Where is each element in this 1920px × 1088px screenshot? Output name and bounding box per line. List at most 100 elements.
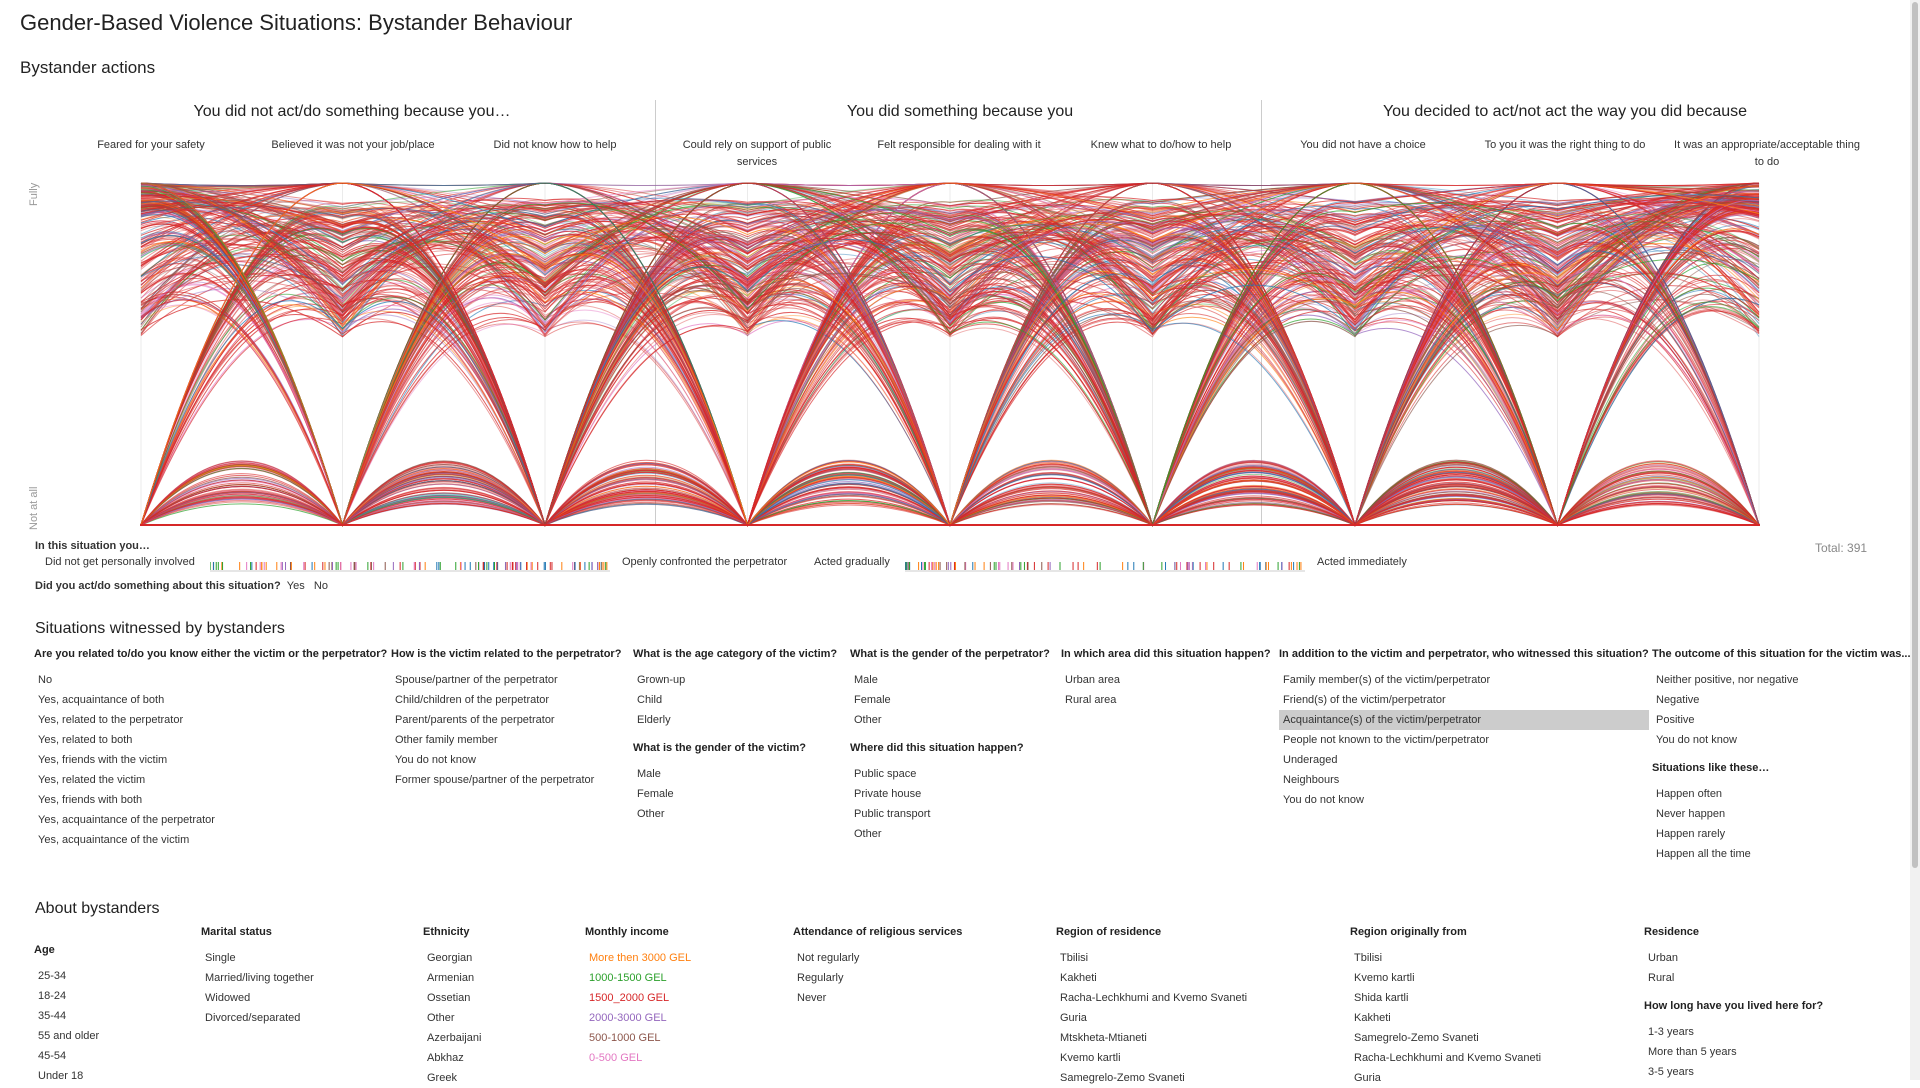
- record-line[interactable]: [140, 182, 1760, 527]
- bystander-filter-option[interactable]: Kvemo kartli: [1060, 1052, 1121, 1064]
- situation-filter-option[interactable]: Male: [637, 768, 661, 780]
- situation-filter-option[interactable]: Yes, related the victim: [38, 774, 146, 786]
- bystander-filter-option[interactable]: Guria: [1354, 1072, 1381, 1084]
- bystander-filter-option[interactable]: 55 and older: [38, 1030, 100, 1042]
- situation-filter-option[interactable]: Friend(s) of the victim/perpetrator: [1283, 694, 1446, 706]
- record-line[interactable]: [140, 213, 1760, 527]
- situation-filter-option[interactable]: Former spouse/partner of the perpetrator: [395, 774, 595, 786]
- bystander-filter-option[interactable]: Married/living together: [205, 972, 314, 984]
- record-line[interactable]: [140, 182, 1760, 527]
- record-line[interactable]: [140, 217, 1760, 526]
- record-line[interactable]: [140, 209, 1760, 308]
- bystander-filter-option[interactable]: Mtskheta-Mtianeti: [1060, 1032, 1147, 1044]
- situation-filter-option[interactable]: Family member(s) of the victim/perpetrat…: [1283, 674, 1491, 686]
- record-line[interactable]: [140, 205, 1760, 526]
- bystander-filter-option[interactable]: More than 5 years: [1648, 1046, 1737, 1058]
- situation-filter-option[interactable]: Child: [637, 694, 663, 706]
- timing-strip[interactable]: [905, 560, 1305, 572]
- record-line[interactable]: [140, 182, 1760, 527]
- situation-filter-option[interactable]: Neighbours: [1283, 774, 1340, 786]
- situation-filter-option[interactable]: People not known to the victim/perpetrat…: [1283, 734, 1490, 746]
- did-act-no[interactable]: No: [313, 580, 328, 592]
- bystander-filter-option[interactable]: Divorced/separated: [205, 1012, 301, 1024]
- record-line[interactable]: [140, 230, 1760, 526]
- situation-filter-option[interactable]: You do not know: [1656, 734, 1737, 746]
- record-line[interactable]: [140, 182, 1760, 526]
- parallel-coordinates-chart[interactable]: [140, 175, 1760, 530]
- situation-filter-option[interactable]: Yes, related to both: [38, 734, 133, 746]
- bystander-filter-option[interactable]: Racha-Lechkhumi and Kvemo Svaneti: [1060, 992, 1248, 1004]
- situation-filter-option[interactable]: Yes, friends with the victim: [38, 754, 168, 766]
- record-line[interactable]: [140, 203, 1760, 527]
- bystander-filter-option[interactable]: 1-3 years: [1648, 1026, 1694, 1038]
- record-line[interactable]: [140, 182, 1760, 527]
- bystander-filter-option[interactable]: Under 18: [38, 1070, 84, 1082]
- bystander-filter-option[interactable]: 3-5 years: [1648, 1066, 1694, 1078]
- bystander-filter-option[interactable]: Kakheti: [1354, 1012, 1391, 1024]
- bystander-filter-option[interactable]: Tbilisi: [1060, 952, 1089, 964]
- record-line[interactable]: [140, 197, 1760, 527]
- situation-filter-option[interactable]: Private house: [854, 788, 922, 800]
- record-line[interactable]: [140, 197, 1760, 527]
- situation-filter-option[interactable]: Rural area: [1065, 694, 1117, 706]
- situation-filter-option[interactable]: Female: [854, 694, 891, 706]
- record-line[interactable]: [140, 182, 1760, 526]
- bystander-filter-option[interactable]: Kakheti: [1060, 972, 1097, 984]
- situation-filter-option[interactable]: Never happen: [1656, 808, 1726, 820]
- record-line[interactable]: [140, 215, 1760, 527]
- situation-filter-option[interactable]: Underaged: [1283, 754, 1338, 766]
- record-line[interactable]: [140, 183, 1760, 527]
- involvement-strip[interactable]: [210, 560, 610, 572]
- bystander-filter-option[interactable]: 0-500 GEL: [589, 1052, 643, 1064]
- bystander-filter-option[interactable]: 25-34: [38, 970, 67, 982]
- record-line[interactable]: [140, 182, 1760, 527]
- bystander-filter-option[interactable]: Greek: [427, 1072, 457, 1084]
- did-act-yes[interactable]: Yes: [286, 580, 305, 592]
- record-line[interactable]: [140, 182, 1760, 527]
- bystander-filter-option[interactable]: Armenian: [427, 972, 475, 984]
- bystander-filter-option[interactable]: Azerbaijani: [427, 1032, 482, 1044]
- bystander-filter-option[interactable]: Not regularly: [797, 952, 860, 964]
- situation-filter-option[interactable]: Child/children of the perpetrator: [395, 694, 550, 706]
- record-line[interactable]: [140, 182, 1760, 527]
- record-line[interactable]: [140, 182, 1760, 527]
- situation-filter-option[interactable]: Other: [854, 714, 882, 726]
- record-line[interactable]: [140, 225, 1760, 526]
- bystander-filter-option[interactable]: 35-44: [38, 1010, 67, 1022]
- situation-filter-option[interactable]: Other family member: [395, 734, 498, 746]
- record-line[interactable]: [140, 200, 1760, 527]
- bystander-filter-option[interactable]: Rural: [1648, 972, 1675, 984]
- situation-filter-option[interactable]: No: [38, 674, 53, 686]
- record-line[interactable]: [140, 182, 1760, 527]
- bystander-filter-option[interactable]: 1500_2000 GEL: [589, 992, 670, 1004]
- situation-filter-option[interactable]: Yes, acquaintance of the victim: [38, 834, 190, 846]
- bystander-filter-option[interactable]: Widowed: [205, 992, 251, 1004]
- situation-filter-option[interactable]: Female: [637, 788, 674, 800]
- record-line[interactable]: [140, 203, 1760, 527]
- situation-filter-option[interactable]: Public transport: [854, 808, 931, 820]
- record-line[interactable]: [140, 197, 1760, 527]
- situation-filter-option[interactable]: Acquaintance(s) of the victim/perpetrato…: [1279, 710, 1649, 730]
- record-line[interactable]: [140, 182, 1760, 527]
- situation-filter-option[interactable]: Happen all the time: [1656, 848, 1751, 860]
- situation-filter-option[interactable]: Yes, related to the perpetrator: [38, 714, 184, 726]
- situation-filter-option[interactable]: Male: [854, 674, 878, 686]
- bystander-filter-option[interactable]: Never: [797, 992, 827, 1004]
- record-line[interactable]: [140, 182, 1760, 527]
- record-line[interactable]: [140, 182, 1760, 527]
- page-scrollbar[interactable]: [1910, 0, 1920, 1080]
- record-line[interactable]: [140, 205, 1760, 527]
- record-line[interactable]: [140, 205, 1760, 526]
- record-line[interactable]: [140, 203, 1760, 527]
- bystander-filter-option[interactable]: Abkhaz: [427, 1052, 464, 1064]
- bystander-filter-option[interactable]: 500-1000 GEL: [589, 1032, 661, 1044]
- bystander-filter-option[interactable]: 2000-3000 GEL: [589, 1012, 667, 1024]
- record-line[interactable]: [140, 234, 1760, 526]
- bystander-filter-option[interactable]: Racha-Lechkhumi and Kvemo Svaneti: [1354, 1052, 1542, 1064]
- record-line[interactable]: [140, 186, 1760, 527]
- bystander-filter-option[interactable]: Urban: [1648, 952, 1678, 964]
- bystander-filter-option[interactable]: 45-54: [38, 1050, 67, 1062]
- bystander-filter-option[interactable]: Georgian: [427, 952, 473, 964]
- scrollbar-thumb[interactable]: [1912, 2, 1918, 868]
- situation-filter-option[interactable]: Grown-up: [637, 674, 686, 686]
